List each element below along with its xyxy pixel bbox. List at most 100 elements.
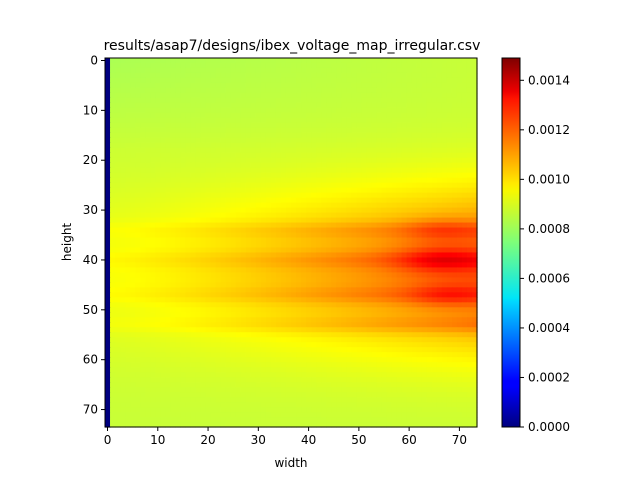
heatmap-cell — [105, 272, 111, 279]
heatmap-cell — [456, 187, 463, 194]
heatmap-cell — [391, 197, 398, 204]
heatmap-cell — [366, 82, 373, 89]
heatmap-cell — [150, 212, 156, 219]
heatmap-cell — [431, 217, 438, 224]
heatmap-cell — [225, 337, 232, 343]
heatmap-cell — [301, 342, 307, 348]
heatmap-cell — [195, 167, 202, 174]
heatmap-cell — [180, 237, 187, 244]
heatmap-cell — [230, 262, 237, 269]
heatmap-cell — [431, 252, 438, 259]
heatmap-cell — [170, 372, 176, 378]
heatmap-cell — [105, 312, 111, 318]
heatmap-cell — [446, 117, 453, 124]
heatmap-cell — [461, 137, 468, 144]
heatmap-cell — [336, 102, 342, 109]
heatmap-cell — [401, 287, 408, 293]
heatmap-cell — [416, 247, 423, 254]
heatmap-cell — [426, 227, 433, 234]
heatmap-cell — [471, 207, 478, 214]
heatmap-cell — [311, 62, 317, 69]
heatmap-cell — [225, 327, 232, 333]
heatmap-cell — [270, 87, 277, 94]
heatmap-cell — [255, 182, 262, 189]
heatmap-cell — [401, 272, 408, 279]
heatmap-cell — [245, 107, 252, 114]
heatmap-cell — [451, 187, 458, 194]
heatmap-cell — [446, 302, 453, 308]
heatmap-cell — [341, 67, 347, 74]
heatmap-cell — [145, 262, 151, 269]
heatmap-cell — [155, 132, 161, 139]
heatmap-cell — [185, 262, 192, 269]
heatmap-cell — [411, 287, 418, 293]
heatmap-cell — [426, 377, 433, 383]
heatmap-cell — [145, 247, 151, 254]
heatmap-cell — [215, 157, 222, 164]
heatmap-cell — [185, 187, 192, 194]
heatmap-cell — [145, 272, 151, 279]
heatmap-cell — [155, 347, 161, 353]
heatmap-cell — [230, 62, 237, 69]
heatmap-cell — [175, 122, 182, 129]
heatmap-cell — [471, 77, 478, 84]
heatmap-cell — [205, 97, 212, 104]
heatmap-cell — [275, 187, 282, 194]
heatmap-cell — [160, 102, 166, 109]
heatmap-cell — [356, 242, 362, 249]
heatmap-cell — [210, 332, 217, 338]
heatmap-cell — [120, 302, 126, 308]
heatmap-cell — [351, 332, 357, 338]
heatmap-cell — [451, 357, 458, 363]
heatmap-cell — [451, 377, 458, 383]
heatmap-cell — [456, 207, 463, 214]
heatmap-cell — [406, 352, 413, 358]
heatmap-cell — [346, 292, 352, 298]
heatmap-cell — [185, 282, 192, 288]
heatmap-cell — [376, 72, 383, 79]
heatmap-cell — [115, 122, 121, 129]
heatmap-cell — [275, 102, 282, 109]
heatmap-cell — [331, 62, 337, 69]
heatmap-cell — [205, 112, 212, 119]
heatmap-cell — [451, 62, 458, 69]
heatmap-cell — [105, 367, 111, 373]
heatmap-cell — [331, 262, 337, 269]
heatmap-cell — [240, 247, 247, 254]
heatmap-cell — [125, 177, 131, 184]
heatmap-cell — [130, 127, 136, 134]
heatmap-cell — [356, 317, 362, 323]
heatmap-cell — [220, 58, 227, 64]
heatmap-cell — [265, 152, 272, 159]
heatmap-cell — [190, 72, 197, 79]
heatmap-cell — [175, 347, 182, 353]
heatmap-cell — [406, 182, 413, 189]
heatmap-cell — [275, 97, 282, 104]
heatmap-cell — [265, 307, 272, 313]
heatmap-cell — [451, 242, 458, 249]
heatmap-cell — [396, 362, 403, 368]
heatmap-cell — [270, 197, 277, 204]
heatmap-cell — [150, 207, 156, 214]
heatmap-cell — [416, 347, 423, 353]
heatmap-cell — [125, 277, 131, 283]
heatmap-cell — [240, 282, 247, 288]
heatmap-cell — [296, 317, 302, 323]
heatmap-cell — [346, 58, 352, 64]
heatmap-cell — [386, 332, 393, 338]
heatmap-cell — [451, 382, 458, 388]
heatmap-cell — [210, 207, 217, 214]
heatmap-cell — [461, 92, 468, 99]
heatmap-cell — [250, 58, 257, 64]
heatmap-cell — [260, 307, 267, 313]
heatmap-cell — [105, 137, 111, 144]
heatmap-cell — [326, 322, 332, 328]
heatmap-cell — [346, 207, 352, 214]
heatmap-cell — [381, 82, 388, 89]
heatmap-cell — [431, 387, 438, 393]
heatmap-cell — [265, 92, 272, 99]
heatmap-cell — [275, 167, 282, 174]
heatmap-cell — [225, 97, 232, 104]
heatmap-cell — [296, 327, 302, 333]
heatmap-cell — [406, 77, 413, 84]
